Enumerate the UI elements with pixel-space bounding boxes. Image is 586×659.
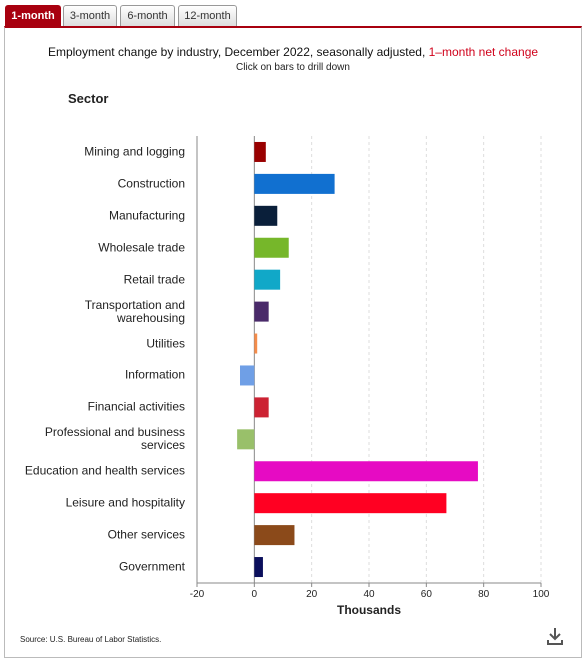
bar[interactable]	[254, 557, 263, 578]
bar[interactable]	[254, 301, 269, 322]
panel	[4, 26, 582, 658]
bar[interactable]	[254, 525, 295, 546]
source: Source: U.S. Bureau of Labor Statistics.	[20, 635, 162, 644]
y-tick-label: Information	[124, 367, 185, 382]
bar[interactable]	[254, 237, 289, 258]
title: Employment change by industry, December …	[0, 45, 586, 59]
bar[interactable]	[240, 365, 255, 386]
y-tick-label: Retail trade	[123, 272, 185, 287]
bar[interactable]	[237, 429, 255, 450]
bar[interactable]	[254, 493, 447, 514]
x-tick-label: 60	[421, 589, 433, 600]
chart-title: Employment change by industry, December …	[47, 45, 426, 59]
y-tick-label: Mining and logging	[84, 144, 185, 159]
x-tick-label: 20	[306, 589, 318, 600]
tab[interactable]: 1-month	[5, 5, 61, 26]
y-tick-label: Wholesale trade	[98, 240, 185, 255]
y-tick-label: Financial activities	[87, 399, 185, 414]
bar[interactable]	[254, 269, 281, 290]
tab[interactable]: 12-month	[178, 5, 237, 26]
subtitle: Click on bars to drill down	[236, 62, 350, 73]
y-tick-label: Manufacturing	[108, 208, 185, 223]
y-tick-label: Utilities	[146, 336, 185, 351]
y-axis-title: Sector	[68, 91, 109, 106]
download-icon[interactable]	[545, 626, 565, 646]
bar[interactable]	[254, 461, 478, 482]
tab[interactable]: 6-month	[120, 5, 175, 26]
bar[interactable]	[254, 173, 335, 194]
bar[interactable]	[254, 333, 258, 354]
y-tick-label: Professional and business services	[44, 425, 185, 453]
x-tick-label: 100	[533, 589, 550, 600]
tab[interactable]: 3-month	[63, 5, 117, 26]
y-tick-label: Government	[118, 559, 185, 574]
bar[interactable]	[254, 397, 269, 418]
title-emphasis: 1–month net change	[428, 45, 539, 59]
x-tick-label: 0	[252, 589, 258, 600]
y-tick-label: Construction	[117, 176, 185, 191]
bar[interactable]	[254, 205, 278, 226]
y-tick-label: Other services	[107, 527, 185, 542]
x-tick-label: -20	[190, 589, 205, 600]
x-axis-title: Thousands	[337, 603, 401, 617]
y-tick-label: Education and health services	[24, 463, 185, 478]
y-tick-label: Transportation and warehousing	[84, 297, 185, 325]
y-tick-label: Leisure and hospitality	[65, 495, 185, 510]
x-tick-label: 80	[478, 589, 490, 600]
x-tick-label: 40	[363, 589, 375, 600]
bar[interactable]	[254, 141, 266, 162]
